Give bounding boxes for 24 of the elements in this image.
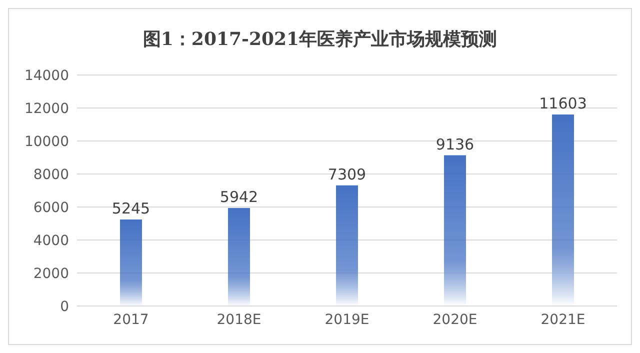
bar (228, 208, 250, 306)
x-tick-label: 2019E (324, 312, 370, 328)
x-tick-label: 2017 (113, 312, 149, 328)
y-tick-label: 12000 (24, 100, 69, 117)
y-tick-label: 8000 (33, 166, 69, 183)
y-tick-label: 4000 (33, 232, 69, 249)
chart-title: 图1：2017-2021年医养产业市场规模预测 (142, 28, 498, 51)
x-tick-label: 2020E (432, 312, 478, 328)
y-tick-label: 10000 (24, 134, 69, 150)
data-label: 7309 (328, 165, 366, 184)
data-label: 9136 (436, 135, 474, 154)
x-tick-label: 2018E (216, 312, 262, 328)
x-tick-label: 2021E (540, 312, 586, 328)
y-tick-label: 14000 (24, 68, 69, 84)
y-tick-label: 0 (60, 298, 69, 315)
y-tick-label: 2000 (33, 266, 69, 282)
data-label: 5942 (220, 188, 258, 206)
bar (552, 114, 574, 306)
bar (336, 185, 358, 306)
data-label: 5245 (112, 199, 150, 218)
bar (120, 219, 142, 306)
y-tick-label: 6000 (33, 200, 69, 216)
bar (444, 155, 466, 306)
data-label: 11603 (539, 94, 587, 113)
